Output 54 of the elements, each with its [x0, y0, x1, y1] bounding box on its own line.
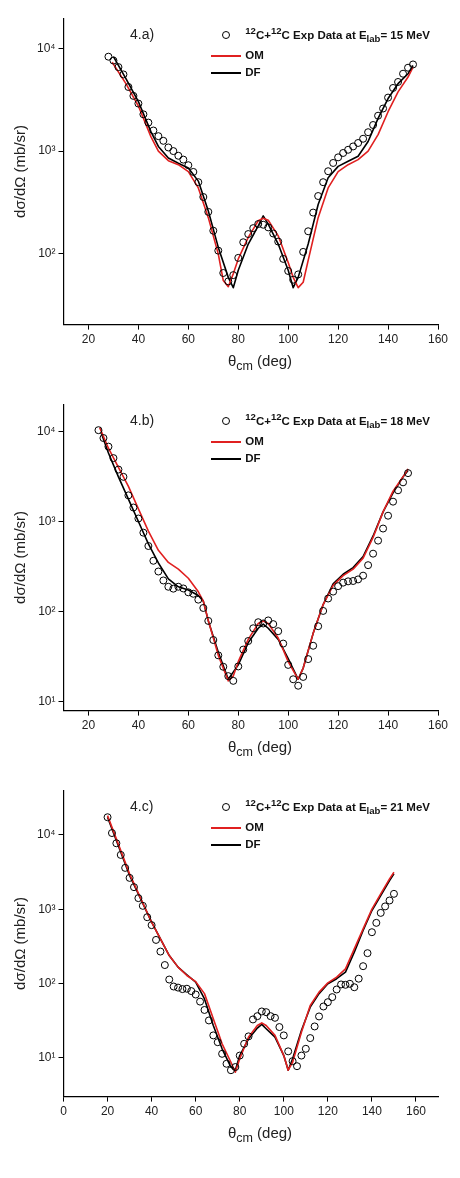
x-tick-label: 60: [189, 1104, 203, 1119]
y-tick-label: 10³: [38, 143, 56, 158]
annotation: 4.b): [130, 412, 155, 428]
x-tick-label: 20: [81, 718, 96, 733]
y-tick-label: 10⁴: [36, 827, 56, 842]
x-tick-label: 160: [427, 332, 449, 347]
legend-label: OM: [245, 48, 264, 64]
x-tick-label: 40: [144, 1104, 159, 1119]
legend-label: $^{12}$C+$^{12}$C Exp Data at E$_{lab}$= 18 MeV: [245, 410, 430, 433]
x-axis-title: θ$_{cm}$ (deg): [226, 1124, 294, 1145]
annotation: 4.a): [130, 26, 155, 42]
y-tick-label: 10²: [38, 975, 56, 990]
x-tick-label: 140: [361, 1104, 383, 1119]
x-tick-label: 40: [131, 332, 146, 347]
x-axis-title: θ$_{cm}$ (deg): [226, 738, 294, 759]
x-tick-label: 140: [378, 332, 399, 347]
legend-label: $^{12}$C+$^{12}$C Exp Data at E$_{lab}$= 15 MeV: [245, 24, 430, 47]
x-tick-label: 100: [278, 332, 299, 347]
y-tick-label: 10²: [38, 604, 56, 618]
x-tick-label: 100: [278, 718, 299, 733]
y-tick-label: 10²: [38, 245, 56, 260]
x-axis-title: θ$_{cm}$ (deg): [226, 352, 294, 373]
y-tick-label: 10¹: [38, 1050, 56, 1065]
y-tick-label: 10⁴: [36, 41, 56, 56]
x-tick-label: 160: [405, 1104, 427, 1119]
legend-label: $^{12}$C+$^{12}$C Exp Data at E$_{lab}$= 21 MeV: [245, 796, 430, 819]
x-tick-label: 80: [231, 718, 246, 733]
x-tick-label: 120: [328, 332, 349, 347]
x-tick-label: 80: [233, 1104, 247, 1119]
y-axis-title: dσ/dΩ (mb/sr): [11, 510, 29, 604]
legend-label: OM: [245, 434, 264, 450]
x-tick-label: 80: [231, 332, 246, 347]
x-tick-label: 160: [427, 718, 449, 733]
y-tick-label: 10³: [38, 901, 56, 916]
legend-label: DF: [245, 451, 261, 467]
x-tick-label: 120: [317, 1104, 339, 1119]
x-tick-label: 40: [131, 718, 146, 733]
annotation: 4.c): [130, 798, 154, 814]
x-tick-label: 20: [81, 332, 96, 347]
x-tick-label: 0: [60, 1104, 68, 1119]
x-tick-label: 20: [100, 1104, 115, 1119]
x-tick-label: 140: [378, 718, 399, 733]
legend-label: DF: [245, 65, 261, 81]
x-tick-label: 120: [328, 718, 349, 733]
y-tick-label: 10³: [38, 513, 56, 528]
legend-label: OM: [245, 820, 264, 836]
x-tick-label: 60: [181, 718, 196, 733]
y-axis-title: dσ/dΩ (mb/sr): [11, 896, 29, 990]
x-tick-label: 60: [181, 332, 196, 347]
y-axis-title: dσ/dΩ (mb/sr): [11, 124, 29, 218]
y-tick-label: 10¹: [38, 694, 56, 709]
legend-label: DF: [245, 837, 261, 853]
x-tick-label: 100: [273, 1104, 295, 1119]
y-tick-label: 10⁴: [36, 423, 56, 438]
